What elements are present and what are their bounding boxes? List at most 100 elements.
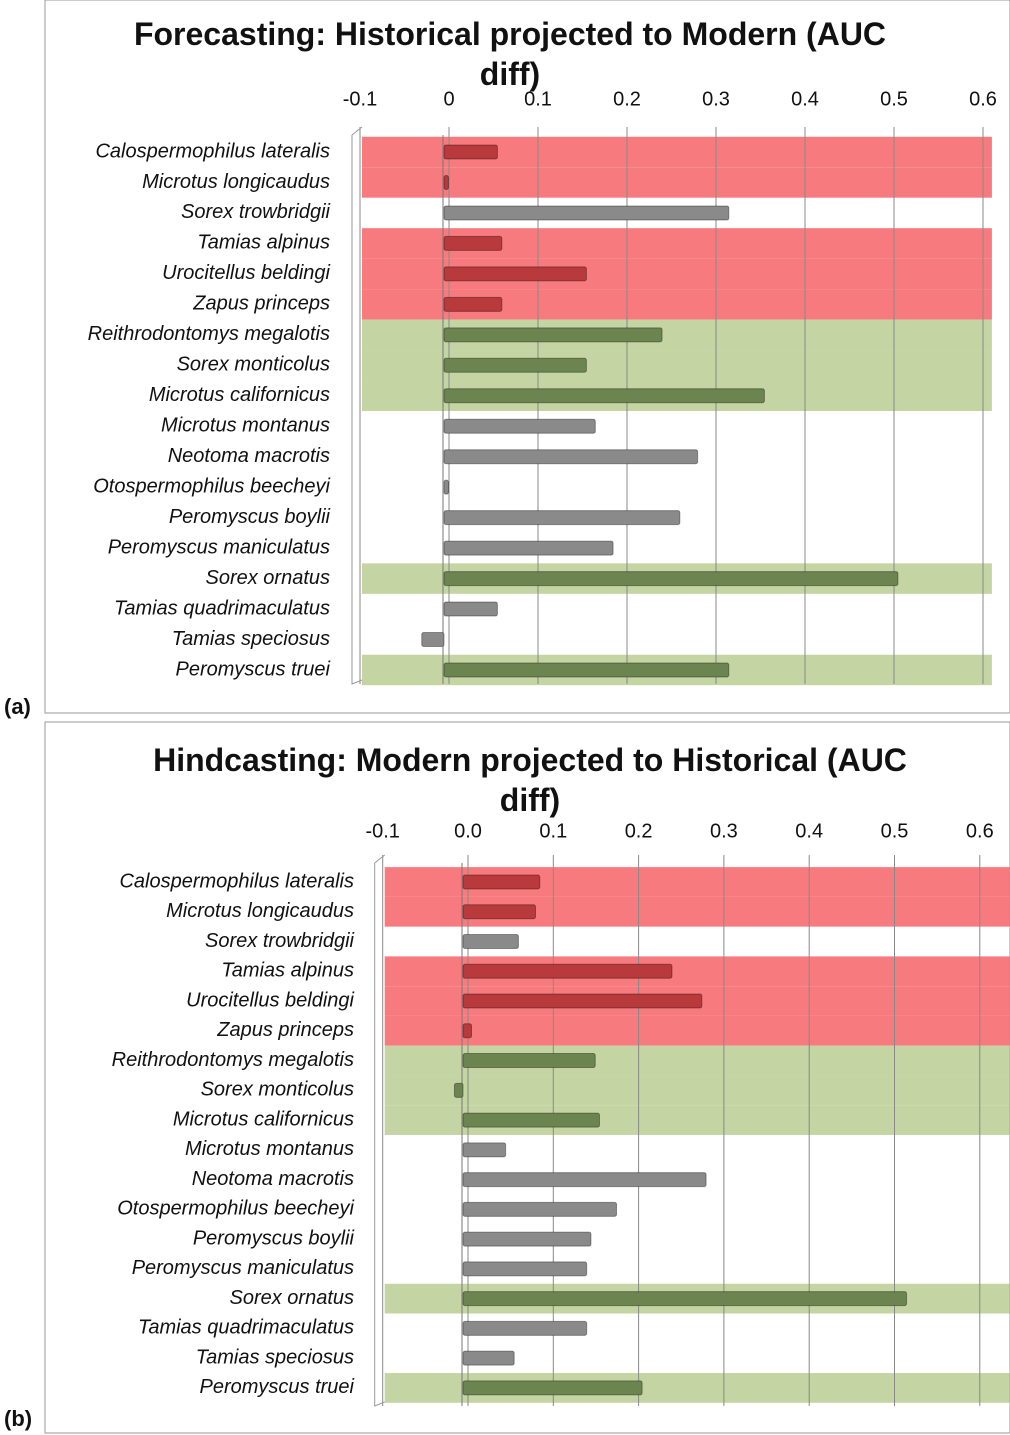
bar bbox=[453, 1082, 464, 1098]
x-tick-label: 0.3 bbox=[702, 88, 730, 110]
bar bbox=[462, 1142, 507, 1158]
bar bbox=[443, 449, 699, 465]
x-tick-label: -0.1 bbox=[343, 88, 377, 110]
y-tick-label: Peromyscus maniculatus bbox=[108, 536, 330, 558]
bar bbox=[462, 1201, 618, 1217]
y-tick-label: Sorex monticolus bbox=[201, 1079, 354, 1101]
axis-wall bbox=[374, 854, 386, 1407]
highlight-band bbox=[384, 1075, 1010, 1106]
bar bbox=[462, 1231, 592, 1247]
y-tick-label: Reithrodontomys megalotis bbox=[88, 323, 330, 345]
bar bbox=[462, 1261, 588, 1277]
panel-label: (a) bbox=[4, 694, 31, 719]
panel-frame bbox=[44, 721, 1010, 1434]
bar bbox=[443, 327, 663, 343]
bar bbox=[462, 1023, 473, 1039]
bar bbox=[443, 357, 587, 373]
bar bbox=[462, 1053, 596, 1069]
y-tick-label: Microtus montanus bbox=[161, 415, 330, 437]
y-tick-label: Sorex ornatus bbox=[205, 567, 330, 589]
y-tick-label: Peromyscus boylii bbox=[169, 506, 331, 528]
bar bbox=[443, 418, 596, 434]
y-tick-label: Tamias speciosus bbox=[172, 628, 330, 650]
y-tick-label: Neotoma macrotis bbox=[192, 1168, 354, 1190]
x-tick-label: 0.2 bbox=[613, 88, 641, 110]
x-tick-label: 0.4 bbox=[791, 88, 819, 110]
y-tick-label: Microtus californicus bbox=[173, 1108, 354, 1130]
bar bbox=[462, 963, 673, 979]
bar bbox=[443, 510, 681, 526]
x-tick-label: 0.5 bbox=[880, 88, 908, 110]
x-tick-label: 0.0 bbox=[454, 820, 482, 842]
y-tick-label: Urocitellus beldingi bbox=[186, 989, 354, 1011]
highlight-band bbox=[362, 167, 992, 198]
y-tick-label: Sorex trowbridgii bbox=[205, 930, 355, 952]
x-tick-label: 0.1 bbox=[524, 88, 552, 110]
bar bbox=[462, 1172, 707, 1188]
y-tick-label: Urocitellus beldingi bbox=[162, 262, 330, 284]
y-tick-label: Peromyscus maniculatus bbox=[132, 1257, 354, 1279]
y-tick-label: Microtus longicaudus bbox=[166, 900, 354, 922]
y-tick-label: Tamias quadrimaculatus bbox=[138, 1317, 354, 1339]
x-tick-label: -0.1 bbox=[365, 820, 399, 842]
y-tick-label: Peromyscus boylii bbox=[193, 1227, 355, 1249]
x-tick-label: 0.3 bbox=[710, 820, 738, 842]
bar bbox=[462, 904, 537, 920]
axis-wall bbox=[351, 126, 363, 685]
bar bbox=[443, 296, 503, 312]
bar bbox=[443, 205, 730, 221]
bar bbox=[443, 266, 587, 282]
bar bbox=[462, 993, 703, 1009]
y-tick-label: Calospermophilus lateralis bbox=[95, 140, 330, 162]
x-tick-label: 0.2 bbox=[625, 820, 653, 842]
y-tick-label: Microtus californicus bbox=[149, 384, 330, 406]
bar bbox=[443, 388, 765, 404]
x-tick-label: 0.6 bbox=[969, 88, 997, 110]
bar bbox=[443, 174, 449, 190]
bar bbox=[443, 662, 730, 678]
y-tick-label: Peromyscus truei bbox=[176, 658, 331, 680]
panel-label: (b) bbox=[4, 1406, 32, 1431]
bar bbox=[462, 1350, 515, 1366]
bar bbox=[462, 1291, 908, 1307]
y-tick-label: Sorex monticolus bbox=[177, 354, 330, 376]
x-tick-label: 0.5 bbox=[881, 820, 909, 842]
y-tick-label: Sorex ornatus bbox=[229, 1287, 354, 1309]
bar bbox=[443, 571, 899, 587]
bar bbox=[462, 1380, 643, 1396]
y-tick-label: Neotoma macrotis bbox=[168, 445, 330, 467]
bar bbox=[443, 144, 498, 160]
bar bbox=[443, 235, 503, 251]
bar bbox=[421, 632, 445, 648]
x-tick-label: 0.6 bbox=[966, 820, 994, 842]
y-tick-label: Zapus princeps bbox=[192, 293, 330, 315]
y-tick-label: Tamias quadrimaculatus bbox=[114, 597, 330, 619]
bar bbox=[462, 934, 519, 950]
x-tick-label: 0 bbox=[443, 88, 454, 110]
chart-title: Hindcasting: Modern projected to Histori… bbox=[153, 742, 907, 818]
bar bbox=[462, 1112, 600, 1128]
y-tick-label: Microtus longicaudus bbox=[142, 171, 330, 193]
y-tick-label: Otospermophilus beecheyi bbox=[117, 1198, 354, 1220]
y-tick-label: Tamias alpinus bbox=[197, 232, 330, 254]
y-tick-label: Peromyscus truei bbox=[200, 1376, 355, 1398]
panel-frame bbox=[44, 0, 1010, 714]
bar bbox=[443, 540, 614, 556]
y-tick-label: Reithrodontomys megalotis bbox=[112, 1049, 354, 1071]
y-tick-label: Zapus princeps bbox=[216, 1019, 354, 1041]
chart-title: Forecasting: Historical projected to Mod… bbox=[133, 16, 887, 92]
y-tick-label: Sorex trowbridgii bbox=[181, 201, 331, 223]
y-tick-label: Otospermophilus beecheyi bbox=[93, 475, 330, 497]
y-tick-label: Microtus montanus bbox=[185, 1138, 354, 1160]
y-tick-label: Tamias speciosus bbox=[196, 1346, 354, 1368]
y-tick-label: Tamias alpinus bbox=[221, 960, 354, 982]
bar bbox=[443, 601, 498, 617]
bar bbox=[462, 874, 541, 890]
x-tick-label: 0.4 bbox=[795, 820, 823, 842]
bar bbox=[462, 1320, 588, 1336]
highlight-band bbox=[384, 1015, 1010, 1046]
y-tick-label: Calospermophilus lateralis bbox=[119, 870, 354, 892]
x-tick-label: 0.1 bbox=[539, 820, 567, 842]
